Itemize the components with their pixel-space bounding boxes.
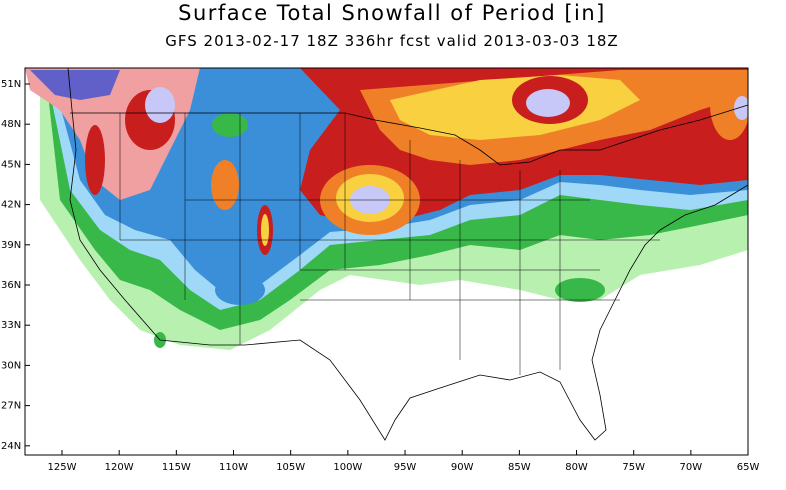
- zone-lavender: [145, 87, 175, 123]
- zone-green: [555, 278, 605, 302]
- title: Surface Total Snowfall of Period [in]: [178, 1, 606, 25]
- lon-label: 95W: [394, 462, 417, 473]
- lon-label: 120W: [105, 462, 134, 473]
- lon-label: 110W: [219, 462, 248, 473]
- lat-label: 30N: [1, 360, 21, 371]
- lon-label: 105W: [276, 462, 305, 473]
- subtitle: GFS 2013-02-17 18Z 336hr fcst valid 2013…: [165, 32, 618, 50]
- lat-label: 33N: [1, 320, 21, 331]
- lat-label: 36N: [1, 280, 21, 291]
- lon-label: 115W: [162, 462, 191, 473]
- lon-label: 85W: [508, 462, 531, 473]
- lon-label: 90W: [451, 462, 474, 473]
- lon-label: 125W: [48, 462, 77, 473]
- zone-orange: [211, 160, 239, 210]
- zone-orange: [710, 70, 748, 140]
- lat-label: 45N: [1, 159, 21, 170]
- zone-green: [212, 113, 248, 137]
- map-frame: [24, 67, 749, 456]
- lat-label: 48N: [1, 119, 21, 130]
- zone-red: [85, 125, 105, 195]
- lon-label: 70W: [680, 462, 703, 473]
- border: [70, 104, 749, 166]
- zone-lavender: [734, 96, 748, 120]
- lat-label: 42N: [1, 200, 21, 211]
- coastlines: [67, 67, 749, 441]
- state-lines: [119, 113, 660, 375]
- zone-yellow: [261, 214, 269, 246]
- lat-label: 39N: [1, 240, 21, 251]
- lon-label: 80W: [565, 462, 588, 473]
- coastline: [67, 67, 749, 441]
- zone-lavender: [526, 89, 570, 117]
- lon-label: 75W: [622, 462, 645, 473]
- lat-label: 51N: [1, 79, 21, 90]
- snowfall-field: [25, 68, 748, 350]
- lon-label: 65W: [737, 462, 760, 473]
- lon-label: 100W: [333, 462, 362, 473]
- zone-purple: [30, 70, 120, 100]
- lat-label: 27N: [1, 401, 21, 412]
- lat-label: 24N: [1, 441, 21, 452]
